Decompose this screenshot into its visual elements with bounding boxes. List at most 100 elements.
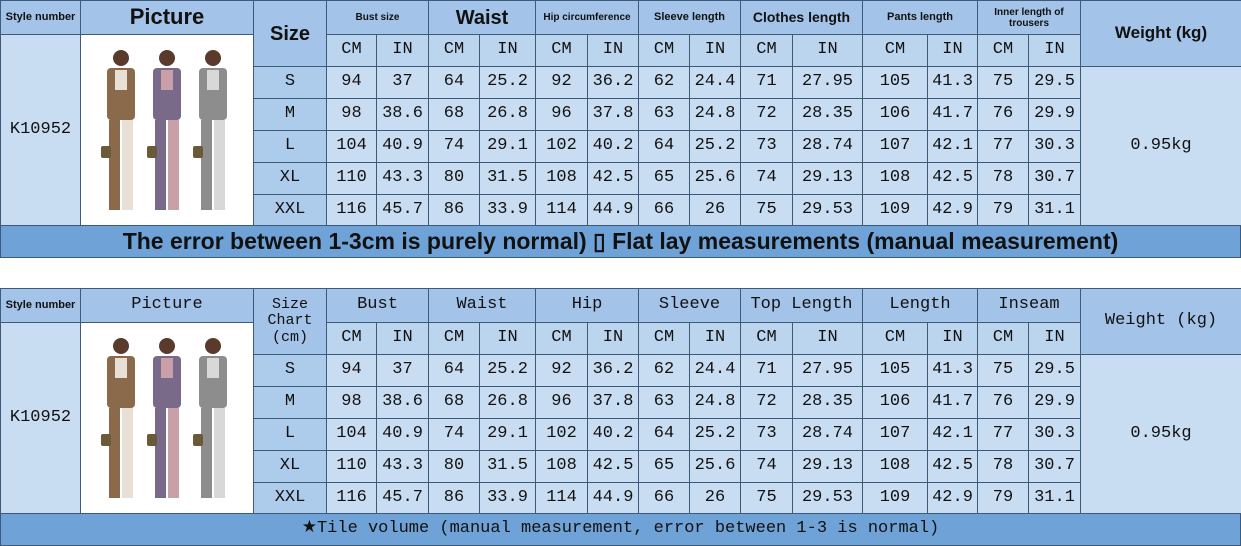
footer-note: The error between 1-3cm is purely normal… [0,225,1241,258]
style-number: K10952 [0,322,81,514]
measurement: 26 [689,482,741,514]
measure-header: Hip circumference [535,0,639,35]
product-photo [101,50,227,210]
measurement: 36.2 [587,354,639,387]
photo-shape [205,338,221,354]
size-header: Size [253,0,327,67]
measurement: 29.13 [792,450,863,483]
photo-shape [153,68,181,120]
photo-shape [109,408,120,498]
measure-header: Inner length of trousers [977,0,1081,35]
measurement: 27.95 [792,354,863,387]
measurement: 114 [535,194,588,226]
measurement: 73 [740,418,793,451]
measurement: 66 [638,194,690,226]
measurement: 116 [326,482,377,514]
measurement: 64 [638,418,690,451]
measurement: 29.5 [1028,354,1081,387]
measurement: 74 [428,418,480,451]
weight-header: Weight (kg) [1080,288,1241,355]
measurement: 43.3 [376,450,429,483]
unit-header: IN [689,34,741,67]
photo-shape [193,146,203,158]
measurement: 38.6 [376,98,429,131]
photo-shape [122,120,133,210]
measurement: 74 [740,162,793,195]
photo-shape [159,50,175,66]
measurement: 25.2 [479,66,536,99]
measurement: 68 [428,98,480,131]
photo-shape [193,434,203,446]
measurement: 94 [326,354,377,387]
measurement: 37.8 [587,386,639,419]
measurement: 78 [977,450,1029,483]
measure-header: Length [862,288,978,323]
measurement: 26.8 [479,98,536,131]
measurement: 68 [428,386,480,419]
measurement: 36.2 [587,66,639,99]
measure-header: Sleeve [638,288,741,323]
measurement: 110 [326,162,377,195]
photo-shape [101,434,111,446]
measurement: 30.7 [1028,450,1081,483]
measurement: 96 [535,98,588,131]
size-label: L [253,130,327,163]
measurement: 41.7 [927,386,978,419]
measure-header: Sleeve length [638,0,741,35]
measurement: 108 [862,162,928,195]
measurement: 25.6 [689,162,741,195]
measure-header: Waist [428,288,536,323]
unit-header: CM [740,322,793,355]
measurement: 80 [428,162,480,195]
style-header: Style number [0,288,81,323]
measure-header: Waist [428,0,536,35]
measurement: 44.9 [587,482,639,514]
measurement: 29.13 [792,162,863,195]
measurement: 72 [740,386,793,419]
photo-shape [214,120,225,210]
size-label: S [253,354,327,387]
size-label: M [253,98,327,131]
size-label: M [253,386,327,419]
measurement: 33.9 [479,194,536,226]
measurement: 102 [535,418,588,451]
measure-header: Top Length [740,288,863,323]
measurement: 41.3 [927,354,978,387]
measurement: 110 [326,450,377,483]
size-label: XL [253,162,327,195]
photo-shape [101,146,111,158]
measurement: 71 [740,354,793,387]
unit-header: CM [638,322,690,355]
unit-header: CM [326,322,377,355]
measurement: 40.2 [587,418,639,451]
unit-header: IN [927,322,978,355]
weight-header: Weight (kg) [1080,0,1241,67]
measurement: 109 [862,194,928,226]
unit-header: IN [479,34,536,67]
measurement: 29.9 [1028,386,1081,419]
measurement: 74 [428,130,480,163]
photo-shape [161,70,173,90]
measurement: 25.2 [479,354,536,387]
measurement: 105 [862,354,928,387]
picture-cell [80,322,254,514]
size-label: L [253,418,327,451]
measure-header: Hip [535,288,639,323]
measurement: 43.3 [376,162,429,195]
measurement: 29.1 [479,418,536,451]
measurement: 42.5 [927,162,978,195]
measurement: 30.3 [1028,130,1081,163]
measurement: 77 [977,418,1029,451]
measurement: 86 [428,194,480,226]
measurement: 108 [535,450,588,483]
photo-shape [147,146,157,158]
measurement: 42.9 [927,194,978,226]
size-label: XXL [253,482,327,514]
measurement: 79 [977,194,1029,226]
measurement: 96 [535,386,588,419]
measurement: 109 [862,482,928,514]
photo-shape [122,408,133,498]
unit-header: IN [376,322,429,355]
measurement: 28.74 [792,130,863,163]
